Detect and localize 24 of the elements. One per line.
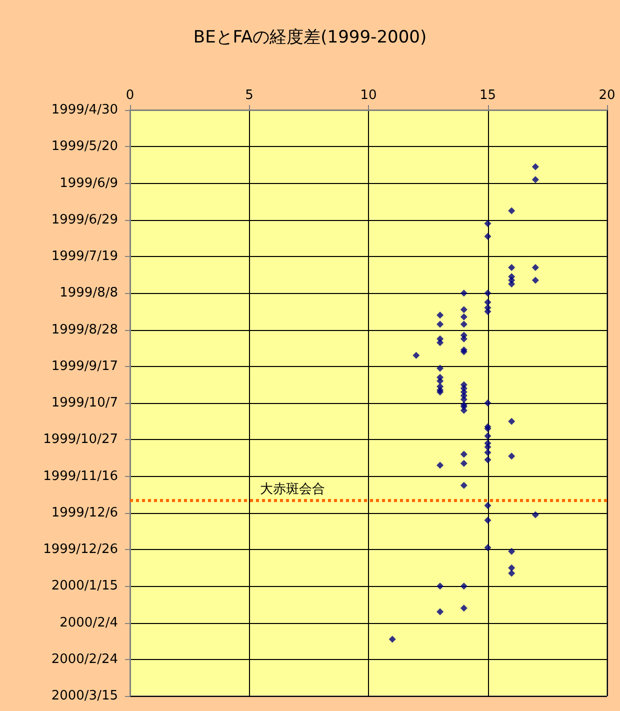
y-tick-label: 2000/1/15 (51, 578, 118, 594)
y-tick-label: 1999/7/19 (51, 249, 118, 264)
ref-line-label: 大赤斑会合 (260, 482, 325, 498)
y-tick-label: 1999/5/20 (51, 139, 118, 154)
chart-title: BEとFAの経度差(1999-2000) (193, 28, 427, 48)
x-tick-label: 0 (126, 88, 134, 103)
y-tick-label: 1999/10/27 (43, 432, 118, 448)
y-tick-label: 1999/6/9 (60, 176, 118, 191)
y-tick-label: 1999/4/30 (51, 102, 118, 118)
x-tick-label: 15 (479, 88, 496, 103)
y-tick-label: 1999/11/16 (43, 468, 118, 484)
y-tick-label: 1999/8/28 (51, 322, 118, 338)
y-tick-label: 2000/3/15 (51, 688, 118, 704)
x-tick-label: 20 (598, 88, 616, 103)
x-tick-label: 10 (360, 88, 377, 103)
x-tick-label: 5 (245, 88, 254, 103)
y-tick-label: 1999/12/26 (43, 542, 118, 557)
y-tick-label: 1999/8/8 (60, 286, 118, 301)
y-tick-label: 1999/9/17 (51, 358, 118, 374)
y-tick-label: 2000/2/4 (60, 615, 118, 630)
y-tick-label: 2000/2/24 (51, 652, 118, 667)
y-tick-label: 1999/12/6 (51, 505, 118, 520)
y-tick-label: 1999/6/29 (51, 212, 118, 228)
y-tick-label: 1999/10/7 (51, 396, 118, 410)
